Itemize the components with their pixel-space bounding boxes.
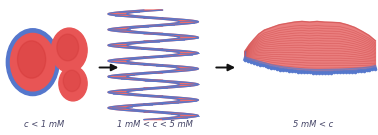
Text: c < 1 mM: c < 1 mM	[24, 120, 64, 129]
Polygon shape	[108, 26, 163, 33]
Polygon shape	[144, 65, 198, 73]
Text: 1 mM < c < 5 mM: 1 mM < c < 5 mM	[117, 120, 193, 129]
Polygon shape	[245, 21, 375, 72]
Ellipse shape	[11, 33, 55, 91]
Ellipse shape	[6, 29, 59, 96]
Ellipse shape	[63, 70, 81, 92]
Polygon shape	[108, 57, 163, 65]
Polygon shape	[108, 104, 163, 112]
Polygon shape	[144, 112, 198, 120]
Polygon shape	[144, 18, 198, 26]
Polygon shape	[108, 10, 163, 18]
Ellipse shape	[57, 34, 79, 61]
Ellipse shape	[59, 66, 87, 101]
Polygon shape	[144, 96, 198, 104]
Ellipse shape	[17, 41, 46, 78]
Polygon shape	[108, 41, 163, 49]
Polygon shape	[108, 88, 163, 96]
Text: 5 mM < c: 5 mM < c	[293, 120, 333, 129]
Polygon shape	[108, 73, 163, 80]
Polygon shape	[144, 49, 198, 57]
Polygon shape	[144, 80, 198, 88]
Polygon shape	[144, 33, 198, 41]
Ellipse shape	[51, 28, 87, 72]
